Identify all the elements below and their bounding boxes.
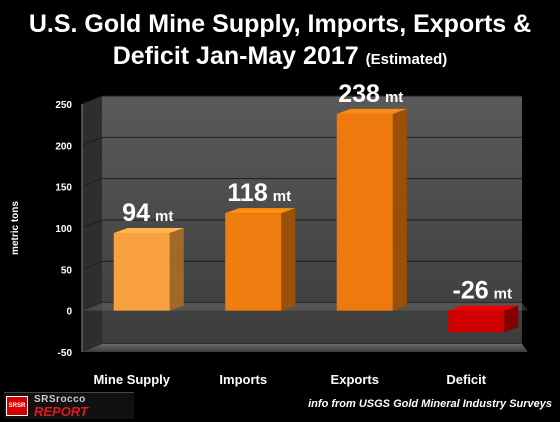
logo-badge: SRSR	[6, 396, 28, 416]
plot-base	[82, 344, 528, 352]
bar-value: -26	[453, 277, 489, 305]
y-tick-label: 150	[55, 183, 72, 194]
bar-value: 94	[122, 199, 150, 227]
y-tick-label: 200	[55, 141, 72, 152]
source-note: info from USGS Gold Mineral Industry Sur…	[308, 398, 552, 410]
bar-top	[448, 305, 519, 311]
bar-deficit	[448, 305, 519, 333]
y-tick-label: 100	[55, 224, 72, 235]
bar-value: 118	[227, 179, 267, 207]
y-tick-label: 0	[66, 307, 72, 318]
x-category-label: Mine Supply	[93, 372, 170, 387]
bar-mine-supply	[113, 227, 184, 311]
bar-side	[504, 305, 519, 333]
chart-title: U.S. Gold Mine Supply, Imports, Exports …	[0, 8, 560, 76]
bar-imports	[225, 208, 296, 311]
bar-side	[392, 108, 407, 311]
bar-side	[169, 227, 184, 311]
bar-side	[281, 208, 296, 311]
x-category-label: Deficit	[446, 372, 486, 387]
bar-front	[336, 113, 393, 311]
x-category-label: Imports	[219, 372, 267, 387]
y-tick-label: -50	[58, 348, 73, 359]
title-line-2: Deficit Jan-May 2017 (Estimated)	[0, 40, 560, 76]
bar-value: 238	[338, 80, 380, 108]
bar-value-unit: mt	[273, 188, 291, 205]
bar-value-label: 118 mt	[227, 179, 291, 207]
bar-top	[113, 227, 184, 233]
bar-front	[448, 310, 505, 333]
bar-value-label: 94 mt	[122, 199, 173, 227]
y-tick-label: 250	[55, 100, 72, 111]
bar-exports	[336, 108, 407, 311]
gridline	[81, 95, 522, 105]
srsrocco-logo: SRSR SRSrocco REPORT	[4, 392, 134, 419]
bar-top	[336, 108, 407, 114]
bar-value-unit: mt	[385, 89, 403, 106]
title-estimated: (Estimated)	[365, 51, 448, 68]
logo-line-1: SRSrocco	[34, 394, 86, 405]
logo-line-2: REPORT	[34, 404, 88, 419]
y-axis-title: metric tons	[10, 201, 21, 255]
bar-value-unit: mt	[155, 208, 173, 225]
title-line-1: U.S. Gold Mine Supply, Imports, Exports …	[28, 10, 532, 38]
bar-top	[225, 208, 296, 214]
y-tick-label: 50	[61, 265, 73, 276]
title-line-2-text: Deficit Jan-May 2017	[112, 42, 359, 70]
bar-front	[113, 232, 170, 311]
bar-value-unit: mt	[494, 286, 512, 303]
plot-floor	[82, 302, 528, 311]
bar-value-label: 238 mt	[338, 80, 403, 108]
x-category-label: Exports	[331, 372, 379, 387]
bar-value-label: -26 mt	[453, 277, 512, 305]
bar-front	[225, 213, 282, 311]
